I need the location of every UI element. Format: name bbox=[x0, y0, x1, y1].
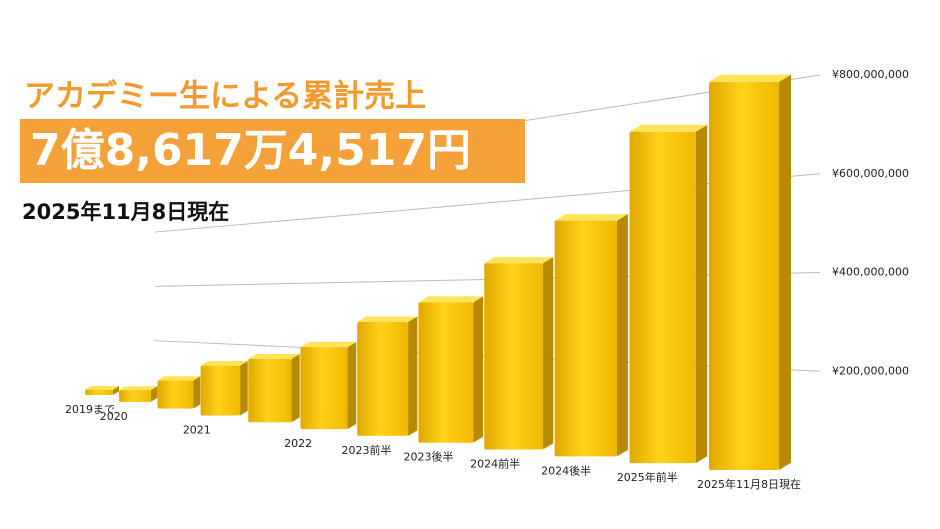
x-tick-label: 2019まで bbox=[65, 403, 115, 416]
x-tick-label: 2024前半 bbox=[470, 457, 520, 471]
total-box bbox=[20, 119, 525, 183]
bar bbox=[157, 380, 194, 409]
as-of-label: 2025年11月8日現在 bbox=[22, 200, 229, 224]
bar bbox=[248, 358, 292, 423]
bar-side bbox=[193, 376, 201, 409]
bar-side bbox=[150, 386, 158, 402]
x-tick-label: 2021 bbox=[183, 423, 211, 436]
bar-side bbox=[291, 353, 300, 423]
x-tick-label: 2025年11月8日現在 bbox=[697, 477, 801, 491]
bar bbox=[709, 81, 779, 471]
bar bbox=[484, 263, 543, 450]
x-tick-label: 2020 bbox=[100, 410, 128, 423]
bar bbox=[554, 220, 617, 457]
bar-top bbox=[357, 316, 418, 323]
bar bbox=[357, 322, 409, 436]
bar-side bbox=[542, 257, 554, 450]
bar-top bbox=[554, 214, 628, 221]
x-tick-label: 2023後半 bbox=[404, 450, 454, 464]
bar bbox=[119, 390, 151, 402]
y-tick-label: ¥800,000,000 bbox=[832, 68, 909, 81]
bar bbox=[85, 389, 113, 395]
bar bbox=[418, 302, 474, 443]
bar-top bbox=[484, 257, 554, 264]
bar-top bbox=[119, 386, 158, 391]
bar-top bbox=[157, 376, 201, 381]
bar-top bbox=[418, 296, 483, 303]
bar-side bbox=[617, 214, 628, 457]
bar-top bbox=[629, 124, 708, 132]
plot-area bbox=[85, 74, 821, 471]
chart-title: アカデミー生による累計売上 bbox=[24, 79, 426, 115]
x-tick-label: 2023前半 bbox=[342, 443, 392, 457]
y-tick-label: ¥200,000,000 bbox=[832, 364, 909, 377]
total-label: 7億8,617万4,517円 bbox=[30, 125, 471, 176]
bar-top bbox=[200, 361, 248, 366]
bar-side bbox=[779, 74, 791, 470]
bar-side bbox=[695, 124, 708, 464]
bar bbox=[200, 365, 241, 416]
bar-side bbox=[347, 341, 357, 430]
bar-top bbox=[300, 341, 357, 348]
bar-top bbox=[709, 74, 791, 82]
x-tick-label: 2025年前半 bbox=[617, 470, 678, 484]
bar-side bbox=[113, 385, 119, 395]
bar-side bbox=[473, 296, 483, 443]
y-tick-label: ¥400,000,000 bbox=[832, 266, 909, 279]
y-tick-label: ¥600,000,000 bbox=[832, 167, 909, 180]
x-tick-label: 2022 bbox=[284, 437, 312, 450]
bar-top bbox=[85, 385, 119, 390]
bar-top bbox=[248, 353, 300, 359]
bar-side bbox=[240, 361, 248, 416]
x-tick-label: 2024後半 bbox=[541, 463, 591, 477]
bar bbox=[300, 347, 348, 430]
bar bbox=[629, 131, 696, 464]
bar-side bbox=[408, 316, 418, 436]
